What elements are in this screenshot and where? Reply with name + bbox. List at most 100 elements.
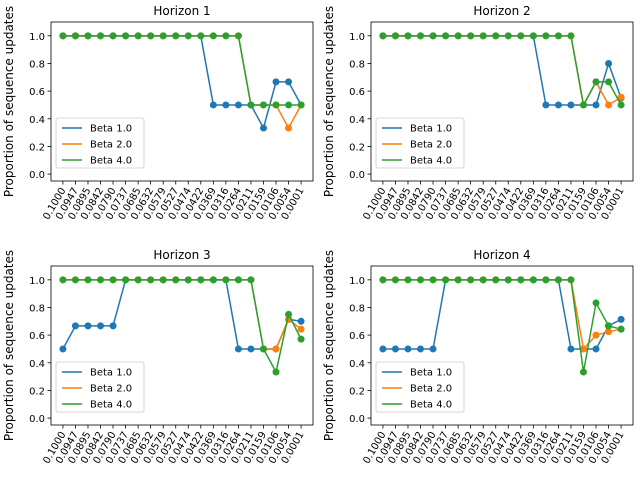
data-point: [529, 276, 537, 284]
y-tick-label: 0.2: [349, 386, 365, 397]
data-point: [579, 345, 587, 353]
axes-frame: [50, 265, 314, 426]
y-tick-label: 0.6: [29, 331, 45, 342]
subplot-1: 0.00.20.40.60.81.00.10000.09470.08950.08…: [2, 4, 314, 222]
y-tick-label: 1.0: [29, 276, 45, 287]
data-point: [592, 101, 600, 109]
data-point: [554, 32, 562, 40]
data-point: [454, 32, 462, 40]
y-tick-label: 0.2: [29, 386, 45, 397]
y-tick-label: 0.4: [349, 359, 365, 370]
data-point: [391, 345, 399, 353]
legend: Beta 1.0 Beta 2.0 Beta 4.0: [55, 361, 145, 413]
data-point: [172, 32, 180, 40]
data-point: [247, 101, 255, 109]
data-point: [84, 32, 92, 40]
data-point: [617, 101, 625, 109]
data-point: [517, 32, 525, 40]
data-point: [259, 345, 267, 353]
data-point: [109, 322, 117, 330]
series-line-1: [382, 279, 622, 350]
y-tick-label: 0.0: [29, 170, 45, 181]
y-tick-label: 0.2: [349, 142, 365, 153]
data-point: [247, 276, 255, 284]
y-axis-label: Proportion of sequence updates: [2, 6, 16, 197]
data-point: [542, 276, 550, 284]
data-point: [467, 32, 475, 40]
data-point: [617, 325, 625, 333]
data-point: [605, 101, 613, 109]
data-point: [567, 345, 575, 353]
data-point: [285, 78, 293, 86]
data-point: [209, 32, 217, 40]
data-point: [492, 32, 500, 40]
y-tick-label: 0.8: [29, 59, 45, 70]
data-point: [442, 276, 450, 284]
y-tick-label: 0.4: [29, 115, 45, 126]
data-point: [504, 276, 512, 284]
axes-frame: [50, 21, 314, 182]
data-point: [122, 32, 130, 40]
data-point: [159, 32, 167, 40]
y-tick-label: 0.4: [29, 359, 45, 370]
y-tick-label: 0.8: [349, 59, 365, 70]
data-point: [297, 317, 305, 325]
data-point: [272, 101, 280, 109]
y-tick-label: 0.4: [349, 115, 365, 126]
data-point: [567, 101, 575, 109]
data-point: [454, 276, 462, 284]
legend-label: Beta 2.0: [410, 140, 452, 151]
data-point: [97, 32, 105, 40]
data-point: [529, 32, 537, 40]
data-point: [147, 32, 155, 40]
data-point: [71, 322, 79, 330]
y-tick-label: 1.0: [349, 32, 365, 43]
legend: Beta 1.0 Beta 2.0 Beta 4.0: [55, 117, 145, 169]
data-point: [222, 276, 230, 284]
y-tick-label: 0.0: [349, 170, 365, 181]
data-point: [379, 276, 387, 284]
data-point: [122, 276, 130, 284]
legend-label: Beta 2.0: [90, 140, 132, 151]
data-point: [97, 322, 105, 330]
axes-frame: [370, 21, 634, 182]
data-point: [71, 32, 79, 40]
data-point: [379, 32, 387, 40]
data-point: [234, 32, 242, 40]
series-line-3: [62, 35, 302, 106]
data-point: [592, 299, 600, 307]
data-point: [554, 276, 562, 284]
legend-label: Beta 4.0: [90, 400, 132, 411]
series-line-1: [62, 279, 302, 350]
data-point: [404, 276, 412, 284]
y-tick-label: 0.0: [349, 414, 365, 425]
series-line-2: [62, 35, 302, 130]
data-point: [429, 32, 437, 40]
data-point: [391, 276, 399, 284]
legend-label: Beta 1.0: [90, 368, 132, 379]
data-point: [479, 32, 487, 40]
data-point: [184, 32, 192, 40]
data-point: [159, 276, 167, 284]
data-point: [492, 276, 500, 284]
data-point: [517, 276, 525, 284]
data-point: [567, 276, 575, 284]
series-line-3: [382, 279, 622, 373]
subplot-3: 0.00.20.40.60.81.00.10000.09470.08950.08…: [2, 248, 314, 466]
data-point: [429, 345, 437, 353]
data-point: [84, 276, 92, 284]
data-point: [417, 32, 425, 40]
legend-box: [375, 361, 465, 413]
data-point: [197, 32, 205, 40]
series-line-2: [62, 279, 302, 350]
data-point: [417, 276, 425, 284]
data-point: [285, 310, 293, 318]
y-tick-label: 0.6: [29, 87, 45, 98]
data-point: [209, 276, 217, 284]
axes-frame: [370, 265, 634, 426]
data-point: [285, 101, 293, 109]
subplot-title: Horizon 3: [153, 248, 210, 262]
data-point: [272, 368, 280, 376]
y-tick-label: 1.0: [29, 32, 45, 43]
